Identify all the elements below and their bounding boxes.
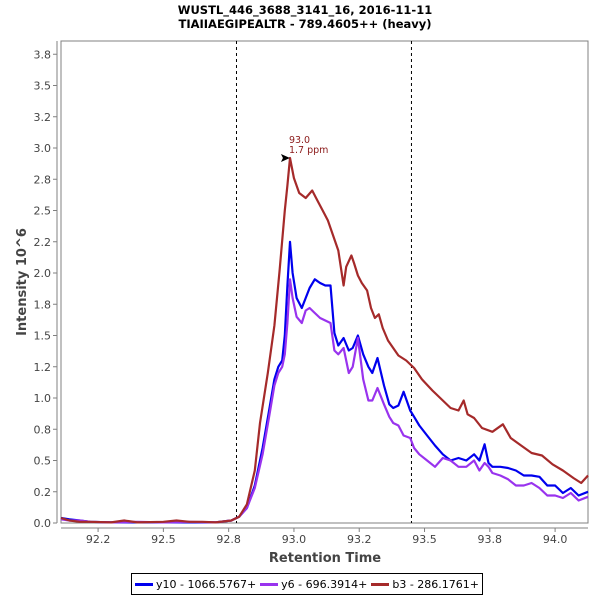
y-tick-label: 2.8 bbox=[34, 173, 52, 186]
peak-rt-label: 93.0 bbox=[289, 135, 310, 146]
legend-swatch bbox=[260, 582, 279, 586]
y-tick-label: 0.0 bbox=[34, 517, 52, 530]
y-tick-label: 0.5 bbox=[34, 455, 52, 468]
plot-area bbox=[60, 40, 589, 524]
legend-item: y10 - 1066.5767+ bbox=[135, 578, 256, 591]
chart-subtitle: TIAIIAEGIPEALTR - 789.4605++ (heavy) bbox=[178, 17, 431, 31]
y-tick-label: 2.0 bbox=[34, 267, 52, 280]
peak-ppm-label: 1.7 ppm bbox=[289, 145, 328, 156]
y-tick-label: 3.5 bbox=[34, 80, 52, 93]
legend-item: b3 - 286.1761+ bbox=[371, 578, 479, 591]
y-tick-label: 1.0 bbox=[34, 392, 52, 405]
y-tick-label: 2.5 bbox=[34, 205, 52, 218]
x-tick-label: 92.2 bbox=[86, 533, 111, 546]
y-tick-label: 3.2 bbox=[34, 111, 52, 124]
x-tick-label: 92.5 bbox=[151, 533, 176, 546]
legend-label: b3 - 286.1761+ bbox=[392, 577, 480, 591]
chart-title: WUSTL_446_3688_3141_16, 2016-11-11 bbox=[178, 3, 432, 18]
legend-swatch bbox=[135, 582, 153, 586]
legend-label: y10 - 1066.5767+ bbox=[156, 577, 257, 591]
x-tick-label: 94.0 bbox=[543, 533, 568, 546]
x-axis-ticks: 92.2 92.5 92.8 93.0 93.2 93.5 93.8 94.0 bbox=[86, 528, 568, 546]
y-tick-label: 0.2 bbox=[34, 486, 52, 499]
peak-annotation: 93.0 1.7 ppm bbox=[280, 135, 328, 162]
y-tick-label: 1.2 bbox=[34, 361, 52, 374]
legend: y10 - 1066.5767+ y6 - 696.3914+ b3 - 286.1… bbox=[131, 573, 484, 595]
x-tick-label: 93.0 bbox=[282, 533, 307, 546]
y-tick-label: 2.2 bbox=[34, 236, 52, 249]
y-axis-label: Intensity 10^6 bbox=[15, 228, 30, 336]
y-tick-label: 3.0 bbox=[34, 142, 52, 155]
legend-swatch bbox=[371, 582, 390, 586]
y-tick-label: 1.5 bbox=[34, 330, 52, 343]
y-tick-label: 3.8 bbox=[34, 48, 52, 61]
peak-boundaries bbox=[235, 41, 412, 523]
y-tick-label: 1.8 bbox=[34, 298, 52, 311]
series-layer bbox=[60, 156, 589, 524]
x-tick-label: 93.8 bbox=[478, 533, 503, 546]
series-line-y6 bbox=[60, 278, 589, 524]
x-axis-label: Retention Time bbox=[269, 551, 381, 566]
legend-label: y6 - 696.3914+ bbox=[281, 577, 368, 591]
y-axis-ticks: 0.0 0.2 0.5 0.8 1.0 1.2 1.5 1.8 2.0 2.2 2.5 2.8 3.0 3… bbox=[34, 48, 57, 530]
peak-arrow-icon bbox=[280, 154, 290, 162]
x-tick-label: 93.2 bbox=[347, 533, 372, 546]
y-tick-label: 0.8 bbox=[34, 423, 52, 436]
x-tick-label: 92.8 bbox=[216, 533, 241, 546]
legend-item: y6 - 696.3914+ bbox=[260, 578, 367, 591]
x-tick-label: 93.5 bbox=[412, 533, 437, 546]
series-line-b3 bbox=[60, 156, 589, 524]
